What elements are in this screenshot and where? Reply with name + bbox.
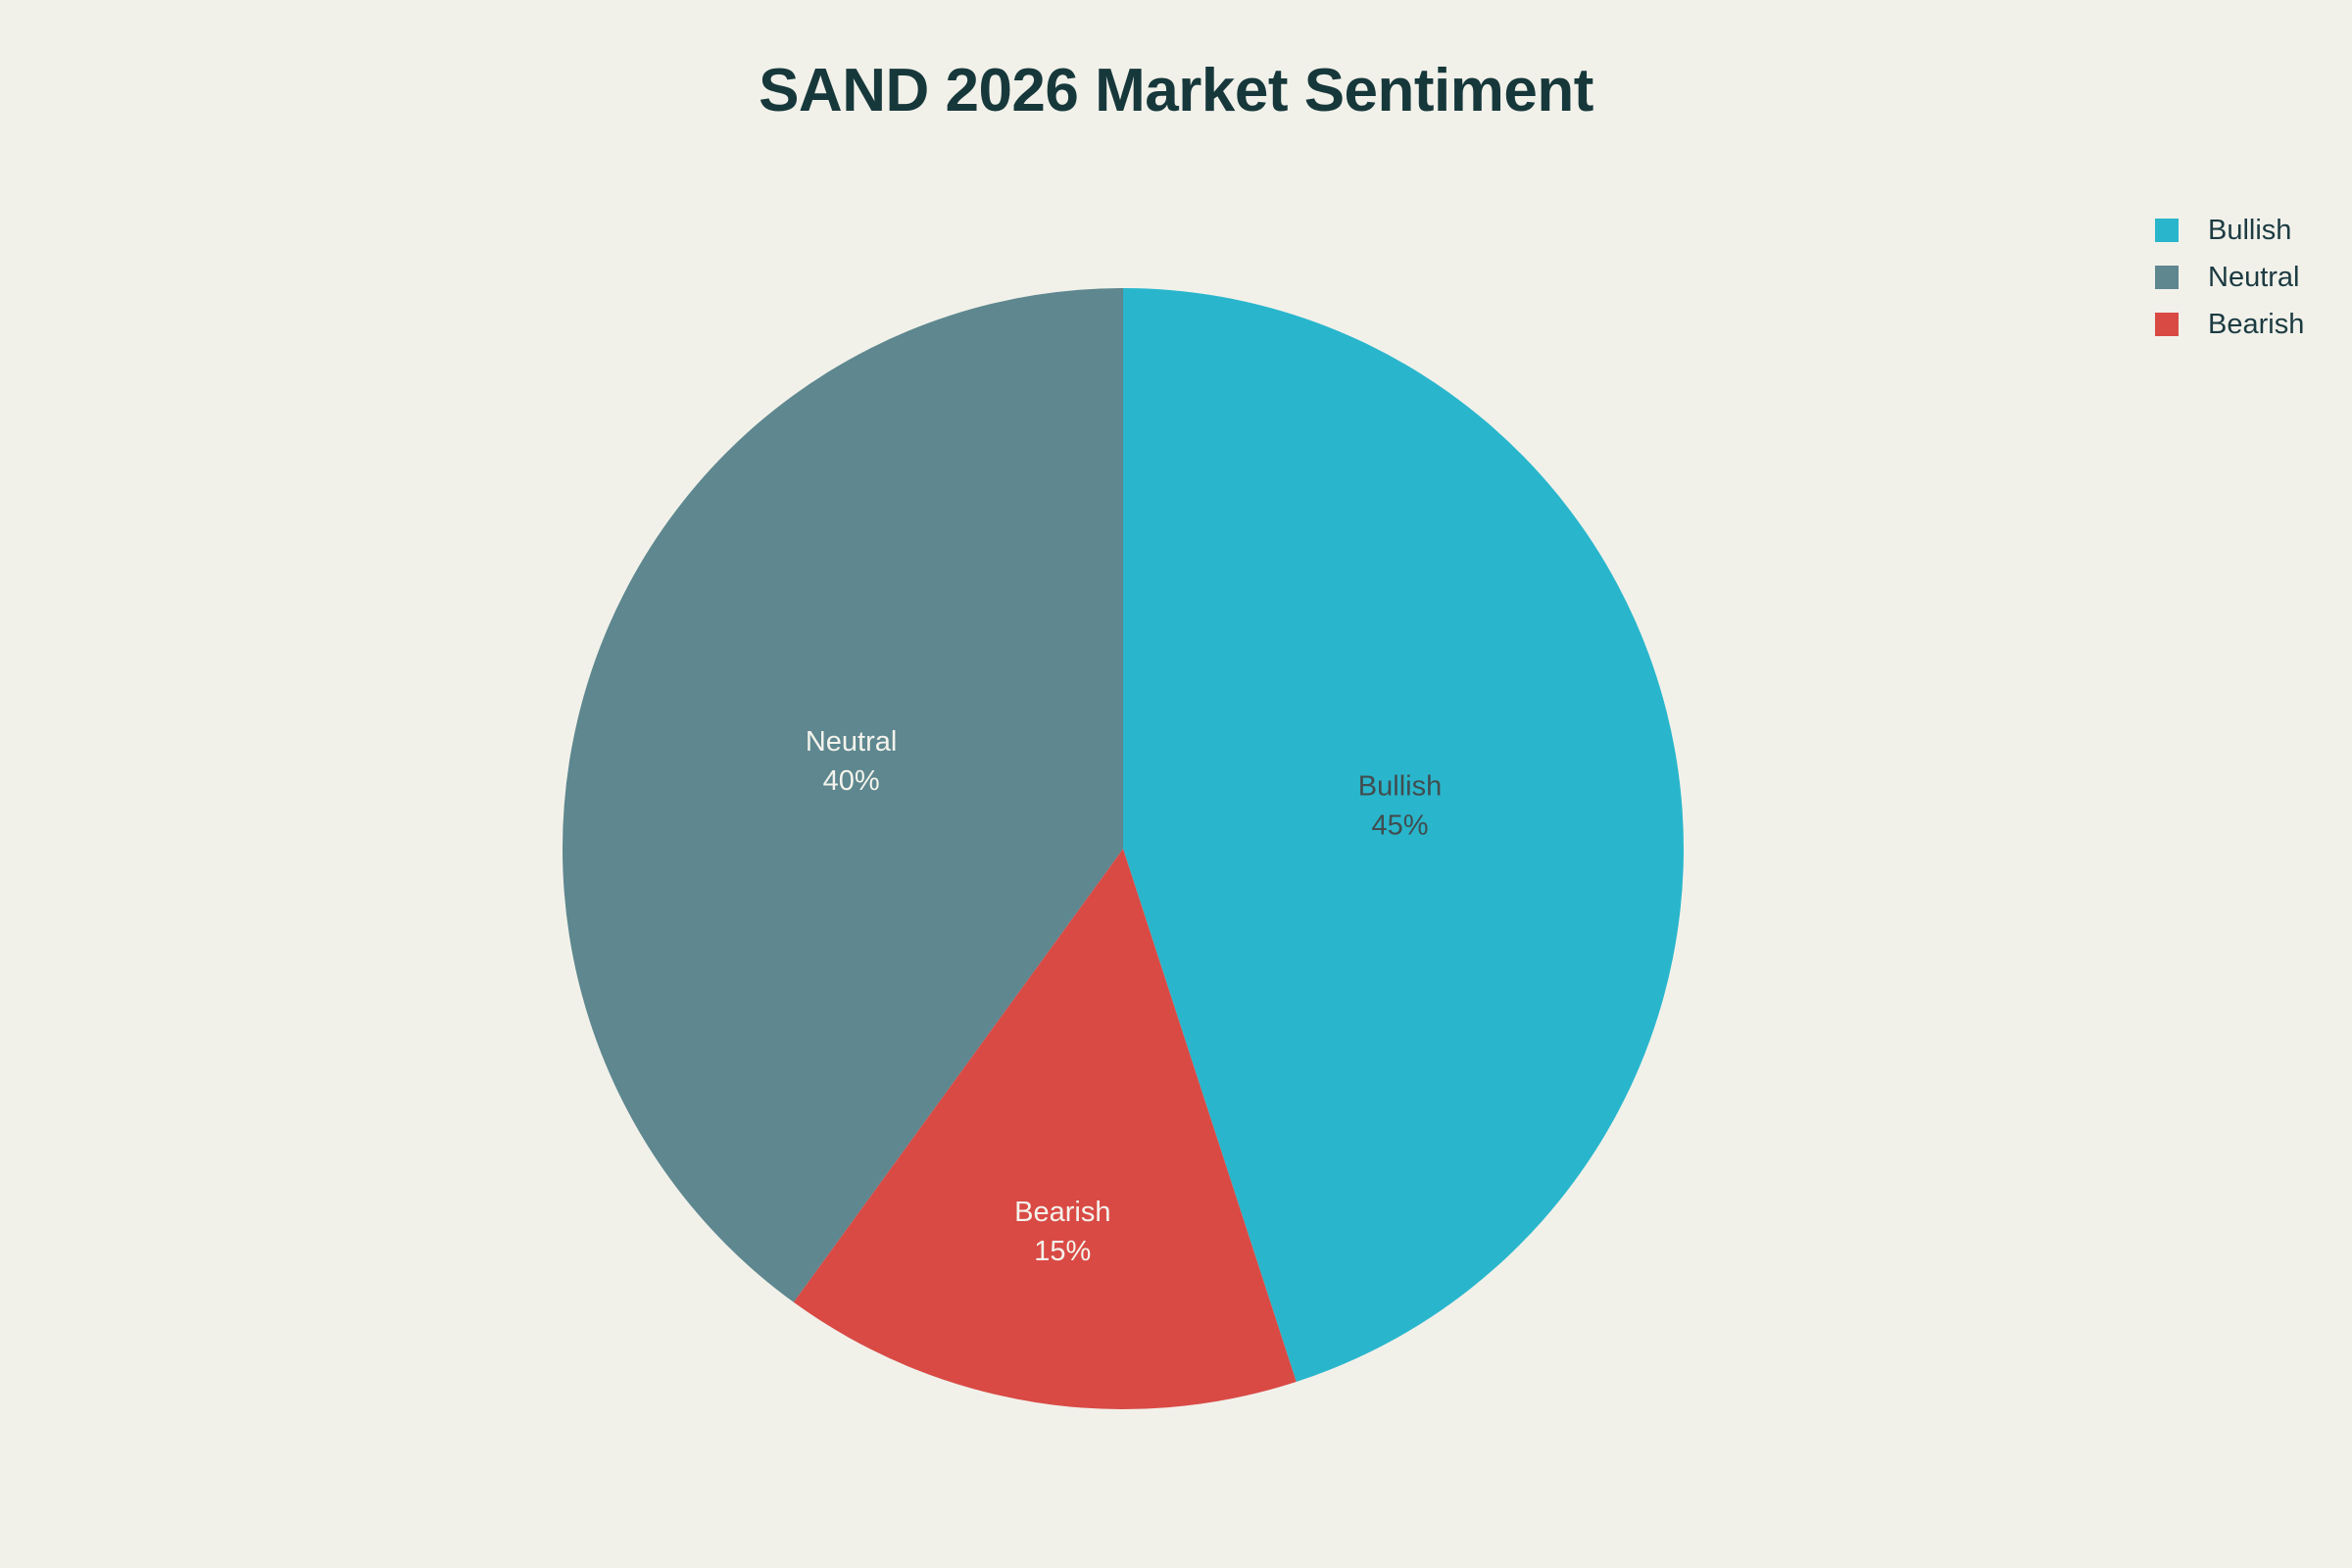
legend-label-bearish: Bearish <box>2208 309 2305 340</box>
legend-label-bullish: Bullish <box>2208 215 2292 246</box>
legend-item-neutral[interactable]: Neutral <box>2155 260 2304 295</box>
legend-swatch-bullish-icon <box>2155 219 2179 242</box>
slice-label-neutral: Neutral 40% <box>806 726 898 797</box>
legend-label-neutral: Neutral <box>2208 262 2300 293</box>
slice-label-bearish: Bearish 15% <box>1014 1197 1110 1267</box>
pie-slice-bearish[interactable] <box>793 849 1297 1409</box>
legend-swatch-bearish-icon <box>2155 313 2179 336</box>
legend-item-bullish[interactable]: Bullish <box>2155 213 2304 248</box>
legend: Bullish Neutral Bearish <box>2155 213 2304 342</box>
legend-swatch-neutral-icon <box>2155 266 2179 289</box>
pie-slice-bullish[interactable] <box>1123 288 1684 1382</box>
legend-item-bearish[interactable]: Bearish <box>2155 307 2304 342</box>
chart-title: SAND 2026 Market Sentiment <box>759 57 1593 124</box>
pie-slice-neutral[interactable] <box>563 288 1123 1302</box>
slice-label-bullish: Bullish 45% <box>1358 770 1442 841</box>
